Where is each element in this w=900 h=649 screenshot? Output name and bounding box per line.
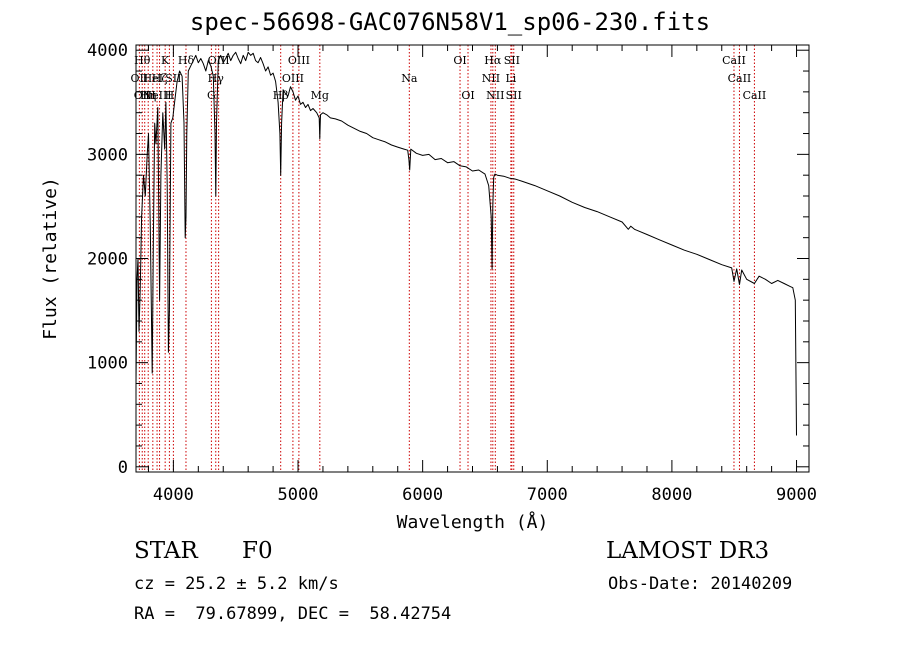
y-tick-label: 2000 [87,250,128,270]
x-tick-label: 8000 [651,485,692,505]
line-label: OI [461,89,474,102]
line-label: Hη [140,89,156,102]
y-tick-label: 4000 [87,41,128,61]
line-label: H [165,89,175,102]
line-label: NII [486,89,504,102]
line-label: OIII [288,54,310,67]
series-line-spectrum [135,51,797,436]
line-label: G [207,89,216,102]
obs-date-text: Obs-Date: 20140209 [608,574,793,594]
line-label: NeIII [142,89,171,102]
line-label: Hθ [134,54,151,67]
x-axis-label: Wavelength (Å) [397,511,549,533]
chart-title: spec-56698-GAC076N58V1_sp06-230.fits [189,8,711,36]
line-label: HeI [143,72,163,85]
object-class: STAR [134,538,198,564]
survey-name: LAMOST DR3 [606,538,770,564]
axis-ticks: 4000 5000 6000 7000 8000 9000 0 1000 2000 3000 400… [87,41,817,505]
x-tick-label: 6000 [402,485,443,505]
coordinates-text: RA = 79.67899, DEC = 58.42754 [134,604,452,624]
line-label: SII [506,89,522,102]
line-label: OI [453,54,466,67]
line-label: OIII [208,54,230,67]
line-label: Hδ [178,54,195,67]
line-label: CaII [722,54,746,67]
object-subclass: F0 [242,538,273,564]
line-label: SII [504,54,520,67]
emission-line-markers [138,45,755,472]
series-group [135,51,797,436]
line-label: Hα [484,54,502,67]
line-label: Hβ [273,89,289,102]
line-label: Hγ [208,72,225,85]
line-label: OIII [134,89,156,102]
line-label: OII [131,72,149,85]
line-label: Hζ [152,72,168,85]
line-label: SII [165,72,181,85]
y-axis-label: Flux (relative) [40,177,61,340]
line-label: NII [482,72,500,85]
line-labels: OIIHθOIIIHηHeINeIIIHζKHSIIHδGHγOIIIHβOII… [131,54,767,102]
x-tick-label: 4000 [153,485,194,505]
line-label: Mg [311,89,329,102]
redshift-text: cz = 25.2 ± 5.2 km/s [134,574,339,594]
y-tick-label: 1000 [87,354,128,374]
line-label: Na [401,72,418,85]
x-tick-label: 5000 [278,485,319,505]
line-label: K [161,54,170,67]
x-tick-label: 7000 [527,485,568,505]
line-label: CaII [728,72,752,85]
x-tick-label: 9000 [776,485,817,505]
line-label: Li [505,72,516,85]
line-label: OIII [282,72,304,85]
line-label: CaII [743,89,767,102]
y-tick-label: 0 [118,458,128,478]
y-tick-label: 3000 [87,145,128,165]
